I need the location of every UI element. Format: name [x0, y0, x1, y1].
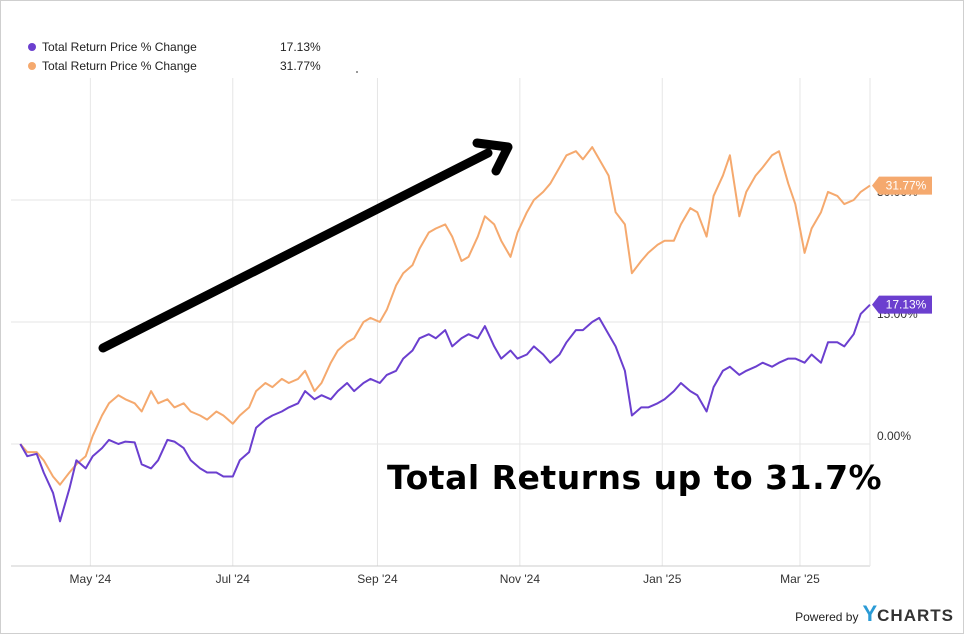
ycharts-logo-y: Y: [862, 601, 878, 626]
series-line-1: [19, 303, 871, 523]
x-tick-label: Mar '25: [780, 572, 820, 586]
powered-by-label: Powered by: [795, 610, 859, 624]
arrow-head: [472, 138, 513, 176]
legend-series-value: 17.13%: [280, 39, 321, 54]
end-label-badge-2: [872, 176, 932, 195]
decorative-dot: [356, 71, 358, 73]
x-tick-label: May '24: [70, 572, 112, 586]
legend-marker-purple: [28, 42, 36, 51]
series-line-2: [19, 146, 871, 486]
legend-series-value: 31.77%: [280, 58, 321, 73]
y-tick-label: 0.00%: [877, 429, 911, 443]
series-layer: [19, 146, 871, 523]
end-labels: 17.13% 31.77%: [872, 176, 932, 314]
ycharts-logo-text: CHARTS: [877, 606, 954, 625]
chart-legend: Total Return Price % Change 17.13% Total…: [28, 37, 340, 75]
legend-series-name: Total Return Price % Change: [42, 39, 197, 54]
end-label-text-2: 31.77%: [886, 179, 927, 193]
end-label-text-1: 17.13%: [886, 298, 927, 312]
annotation-text: Total Returns up to 31.7%: [387, 458, 883, 497]
legend-series-name: Total Return Price % Change: [42, 58, 197, 73]
x-tick-label: Sep '24: [357, 572, 398, 586]
arrow-shaft: [98, 148, 493, 353]
legend-marker-orange: [28, 61, 36, 70]
annotation-arrow: [98, 138, 513, 353]
legend-item-series-1[interactable]: Total Return Price % Change 17.13%: [28, 37, 340, 56]
powered-by-ycharts[interactable]: Powered by Y CHARTS: [795, 601, 954, 627]
end-label-badge-1: [872, 295, 932, 314]
x-tick-label: Jul '24: [216, 572, 251, 586]
x-tick-label: Nov '24: [500, 572, 541, 586]
x-tick-label: Jan '25: [643, 572, 682, 586]
legend-item-series-2[interactable]: Total Return Price % Change 31.77%: [28, 56, 340, 75]
